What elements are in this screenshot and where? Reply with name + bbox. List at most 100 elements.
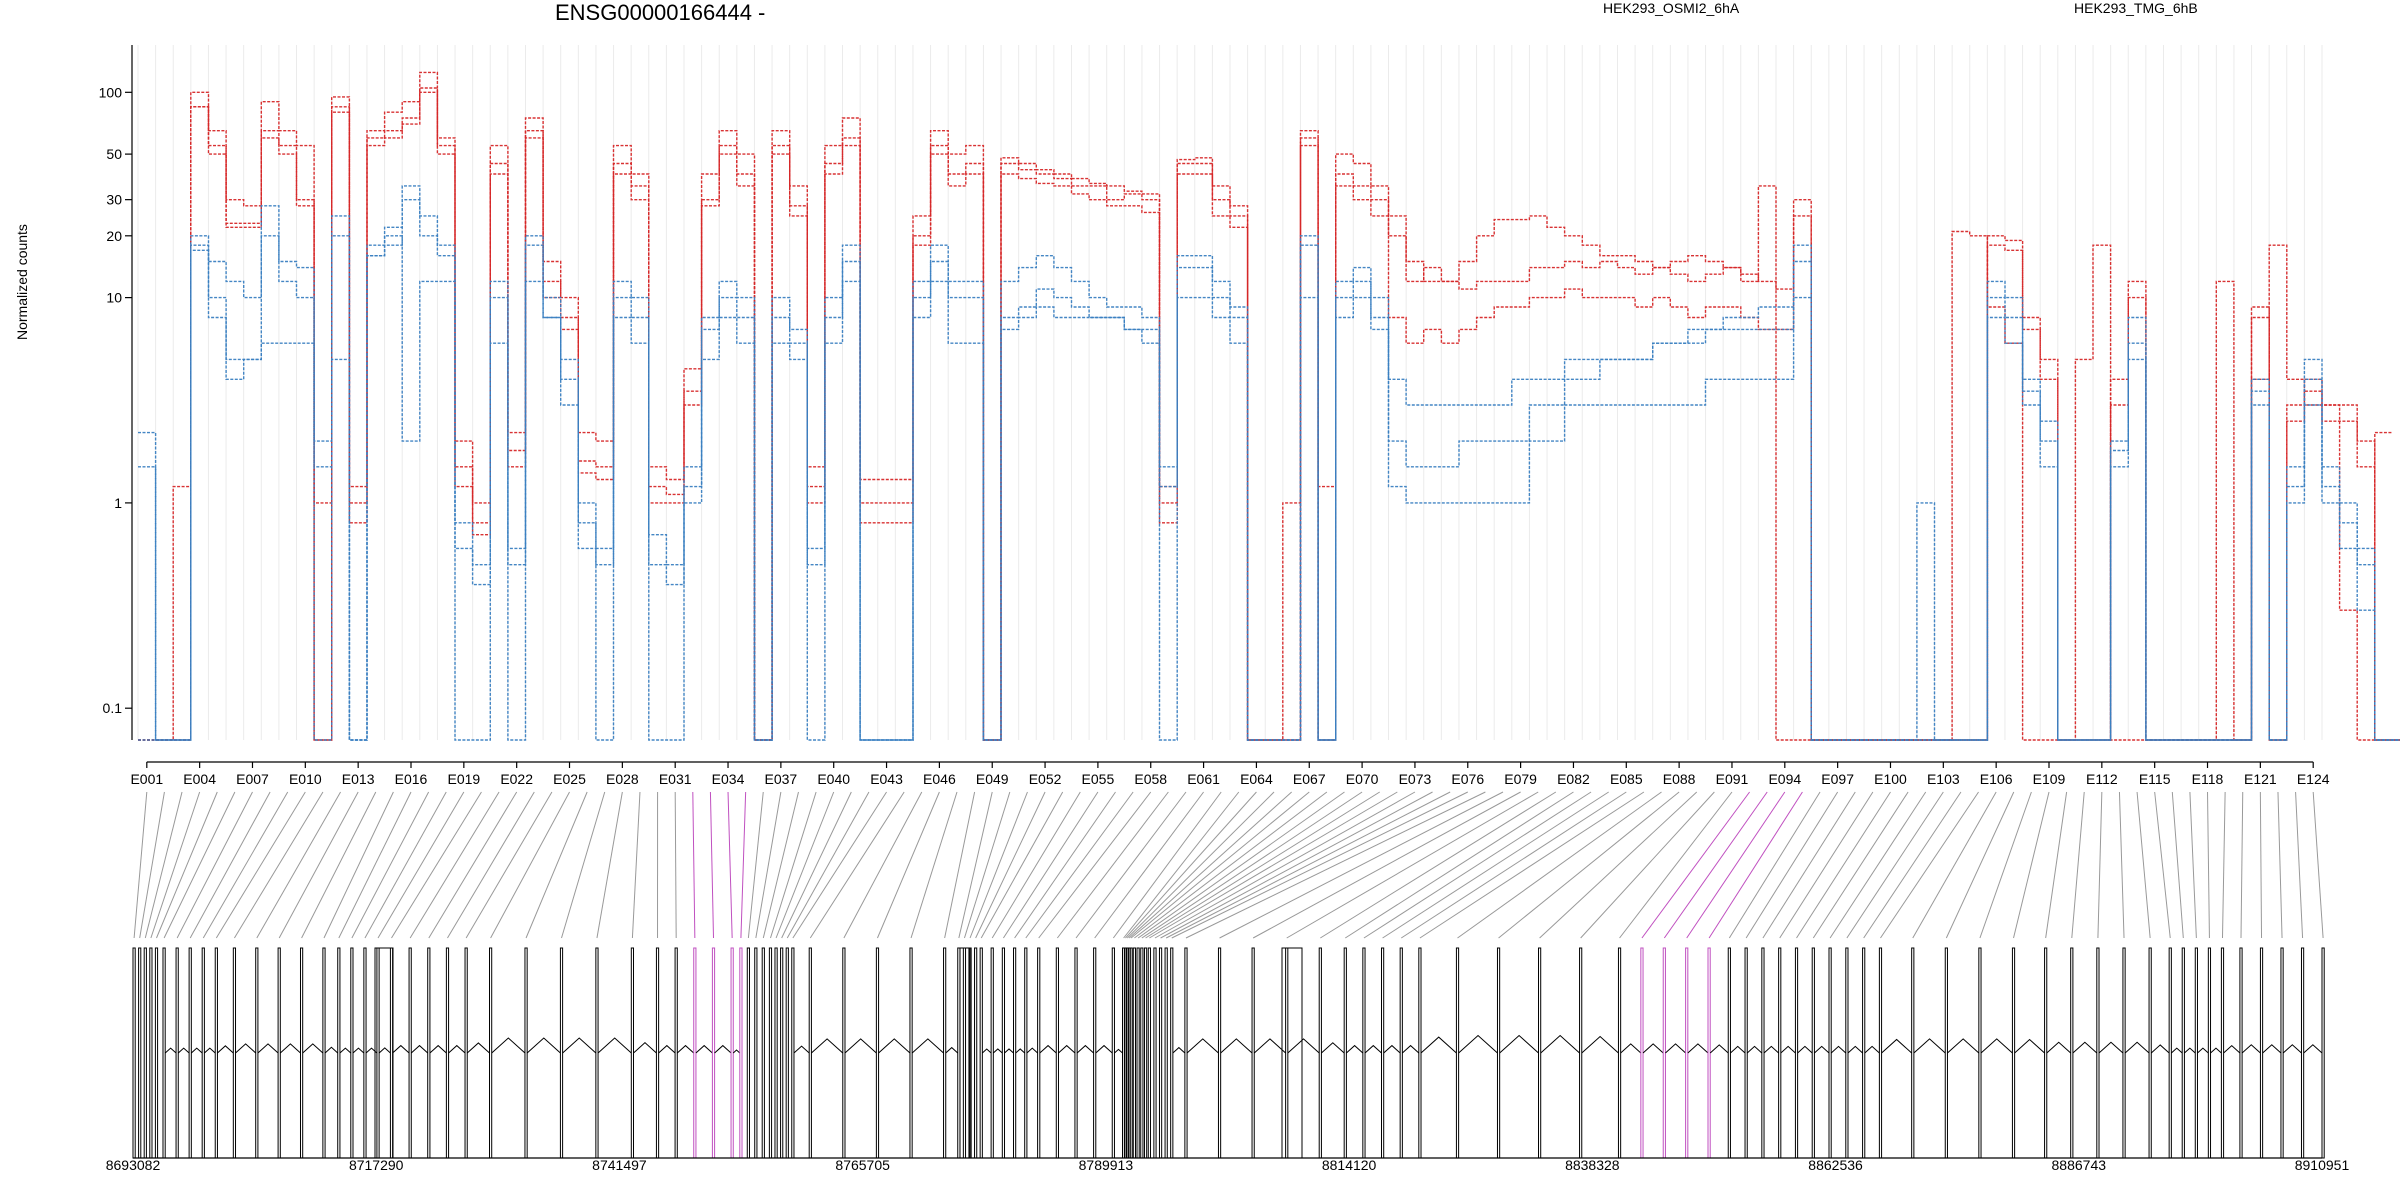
exon-box xyxy=(842,947,846,1159)
intron-line xyxy=(2197,1047,2209,1054)
genomic-tick-label: 8741497 xyxy=(592,1157,647,1173)
exon-tick-label: E034 xyxy=(712,771,745,787)
intron-line xyxy=(2072,1041,2098,1054)
exon-box xyxy=(2259,947,2264,1159)
intron-line xyxy=(1687,1043,1709,1054)
exon-connector xyxy=(2154,791,2171,939)
exon-box xyxy=(1318,947,1322,1159)
exon-box xyxy=(1251,947,1255,1159)
intron-line xyxy=(392,1044,410,1054)
exon-connector-lines xyxy=(133,791,2324,939)
exon-connector xyxy=(2118,791,2125,939)
intron-line xyxy=(164,1047,177,1054)
exon-box xyxy=(162,947,166,1159)
exon-box xyxy=(376,947,380,1159)
exon-box xyxy=(979,947,983,1159)
exon-connector xyxy=(163,791,236,939)
exon-tick-label: E013 xyxy=(342,771,375,787)
intron-line xyxy=(1004,1048,1014,1054)
exon-box xyxy=(2122,947,2126,1159)
exon-connector xyxy=(944,791,976,939)
exon-box xyxy=(2207,947,2212,1159)
exon-box xyxy=(1140,947,1144,1159)
exon-connector xyxy=(2013,791,2050,939)
exon-connector xyxy=(1779,791,1874,939)
exon-box xyxy=(1811,947,1815,1159)
exon-connector xyxy=(910,791,958,939)
exon-tick-label: E097 xyxy=(1821,771,1854,787)
intron-line xyxy=(658,1044,676,1054)
exon-connector xyxy=(781,791,852,939)
exon-connector xyxy=(1745,791,1839,939)
exon-box xyxy=(2044,947,2048,1159)
exon-tick-label: E007 xyxy=(236,771,269,787)
exon-connector xyxy=(1619,791,1733,939)
intron-line xyxy=(1402,1044,1420,1054)
series-line-4 xyxy=(138,185,2400,741)
gene-model xyxy=(132,947,2325,1159)
exon-tick-label: E010 xyxy=(289,771,322,787)
exon-box xyxy=(277,947,281,1159)
exon-box xyxy=(1153,947,1157,1159)
exon-connector xyxy=(1762,791,1856,939)
exon-box xyxy=(1617,947,1622,1159)
exon-connector xyxy=(709,791,714,939)
exon-box xyxy=(559,947,564,1159)
exon-connector xyxy=(144,791,183,939)
exon-connector xyxy=(969,791,1028,939)
exon-connector xyxy=(176,791,253,939)
intron-line xyxy=(1172,1046,1186,1054)
exon-connector xyxy=(1728,791,1821,939)
intron-line xyxy=(1763,1045,1779,1054)
exon-box xyxy=(791,947,795,1159)
intron-line xyxy=(526,1037,561,1054)
exon-box xyxy=(1093,947,1097,1159)
genomic-coordinate-axis: 8693082 8717290 8741497 8765705 8789913 88141… xyxy=(106,1157,2350,1173)
exon-box xyxy=(1184,947,1188,1159)
exon-box xyxy=(674,947,678,1159)
exon-tick-label: E073 xyxy=(1399,771,1432,787)
exon-connector xyxy=(1945,791,2015,939)
exon-connector xyxy=(755,791,782,939)
y-tick-label: 30 xyxy=(106,192,122,208)
series-line-6 xyxy=(138,235,2400,741)
exon-box xyxy=(1143,947,1148,1159)
exon-box xyxy=(990,947,994,1159)
exon-box xyxy=(214,947,218,1159)
exon-tick-label: E004 xyxy=(183,771,216,787)
y-tick-label: 100 xyxy=(99,84,123,100)
exon-connector xyxy=(1880,791,1979,939)
exon-connector xyxy=(278,791,359,939)
exon-box xyxy=(1013,947,1017,1159)
y-tick-label: 50 xyxy=(106,146,122,162)
exon-tick-label: E031 xyxy=(659,771,692,787)
exon-connector xyxy=(428,791,518,939)
exon-box xyxy=(427,947,431,1159)
exon-tick-label: E016 xyxy=(395,771,428,787)
exon-box xyxy=(350,947,354,1159)
exon-axis: E001 E004 E007 E010 E013 E016 E019 E022 E025 E028… xyxy=(130,761,2330,787)
exon-tick-label: E088 xyxy=(1663,771,1696,787)
exon-box xyxy=(595,947,599,1159)
exon-connector xyxy=(1829,791,1927,939)
exon-box xyxy=(754,947,758,1159)
series-line-3 xyxy=(138,91,2400,741)
intron-line xyxy=(257,1043,279,1054)
intron-line xyxy=(1730,1045,1746,1054)
series-line-1 xyxy=(138,87,2400,741)
intron-line xyxy=(562,1037,597,1054)
exon-box xyxy=(1761,947,1765,1159)
exon-connector xyxy=(156,791,218,939)
legend-entry-tmg: HEK293_TMG_6hB xyxy=(2074,0,2198,16)
exon-connector xyxy=(1641,791,1750,939)
intron-line xyxy=(811,1038,844,1054)
intron-line xyxy=(1458,1034,1498,1054)
exon-tick-label: E094 xyxy=(1768,771,1801,787)
exon-connector xyxy=(391,791,482,939)
exon-grid-lines xyxy=(137,45,2323,740)
exon-connector xyxy=(2071,791,2085,939)
exon-connector xyxy=(843,791,923,939)
exon-box xyxy=(1944,947,1948,1159)
exon-box xyxy=(337,947,341,1159)
exon-connector xyxy=(1846,791,1944,939)
